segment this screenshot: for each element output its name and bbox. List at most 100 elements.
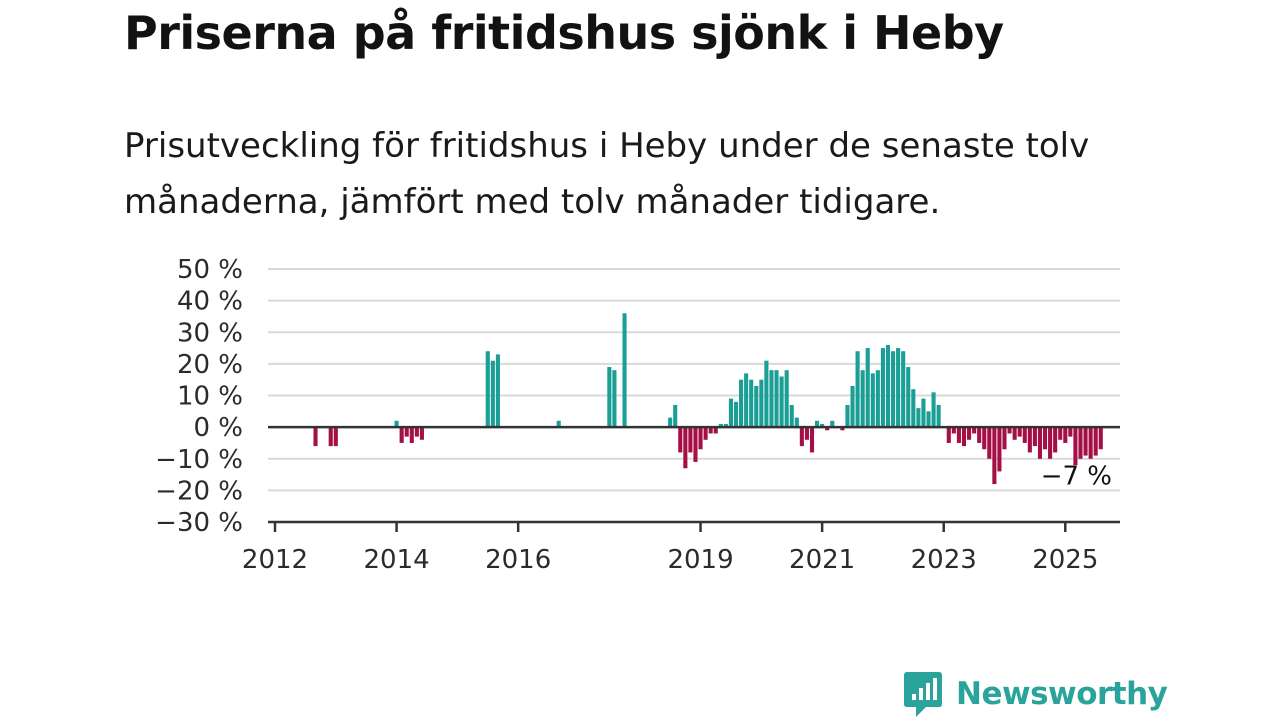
y-tick-label: 0 %: [193, 413, 243, 443]
bar: [404, 427, 409, 437]
bar: [728, 398, 733, 428]
bar: [718, 423, 723, 428]
y-tick-label: −10 %: [155, 445, 243, 475]
x-tick-label: 2016: [485, 545, 551, 575]
bar: [744, 373, 749, 428]
bar: [951, 427, 956, 434]
bar: [1002, 427, 1007, 450]
bar: [703, 427, 708, 440]
bar: [495, 354, 500, 428]
bar: [845, 404, 850, 428]
bar: [880, 348, 885, 428]
bar: [1098, 427, 1103, 450]
bar: [394, 420, 399, 428]
bar: [977, 427, 982, 443]
bar: [414, 427, 419, 437]
bar: [607, 367, 612, 428]
bars: [313, 313, 1103, 485]
brand-name: Newsworthy: [956, 676, 1168, 712]
bar: [708, 427, 713, 434]
bar: [926, 411, 931, 428]
bar: [1078, 427, 1083, 459]
bar: [668, 417, 673, 428]
bar: [855, 351, 860, 428]
bar: [698, 427, 703, 450]
end-value-label: −7 %: [1041, 461, 1112, 491]
bar: [784, 370, 789, 428]
bar: [1027, 427, 1032, 453]
x-tick-label: 2021: [789, 545, 855, 575]
bar: [769, 370, 774, 428]
bar: [774, 370, 779, 428]
bar: [870, 373, 875, 428]
bar: [820, 423, 825, 428]
bar: [759, 379, 764, 428]
bar: [916, 408, 921, 428]
bar: [1042, 427, 1048, 450]
bar: [850, 386, 855, 428]
bar: [799, 427, 804, 447]
bar: [678, 427, 683, 453]
bar: [1053, 427, 1058, 453]
y-tick-label: 40 %: [177, 287, 243, 317]
bar: [328, 427, 333, 447]
bar: [333, 427, 338, 447]
newsworthy-chart-logo-icon: [904, 672, 942, 717]
x-tick-label: 2023: [911, 545, 977, 575]
bar: [723, 423, 728, 428]
x-tick-label: 2012: [242, 545, 308, 575]
bar: [982, 427, 987, 450]
bar: [1022, 427, 1027, 443]
bar: [693, 427, 698, 462]
bar: [688, 427, 693, 453]
gridlines: [268, 268, 1120, 492]
bar: [779, 376, 784, 428]
bar: [754, 386, 759, 428]
bar: [556, 420, 561, 428]
bar: [911, 389, 916, 428]
bar: [683, 427, 688, 469]
bar: [1048, 427, 1053, 459]
y-tick-label: 10 %: [177, 382, 243, 412]
bar: [733, 401, 739, 428]
bar: [992, 427, 997, 485]
bar: [313, 427, 318, 447]
bar: [804, 427, 809, 440]
bar: [1063, 427, 1068, 443]
tick-labels: 50 %40 %30 %20 %10 %0 %−10 %−20 %−30 % 20…: [155, 255, 1112, 575]
bar: [860, 370, 865, 428]
bar: [946, 427, 951, 443]
bar: [921, 398, 926, 428]
x-tick-label: 2014: [363, 545, 429, 575]
bar: [399, 427, 404, 443]
bar: [885, 344, 891, 428]
bar: [865, 348, 870, 428]
bar: [673, 404, 678, 428]
bar: [931, 392, 936, 428]
bar: [815, 420, 820, 428]
y-tick-label: 20 %: [177, 350, 243, 380]
bar: [966, 427, 972, 440]
bar: [825, 427, 830, 431]
x-tick-label: 2019: [667, 545, 733, 575]
bar: [1007, 427, 1012, 434]
bar: [1083, 427, 1088, 456]
bar: [987, 427, 992, 459]
chart-subtitle: Prisutveckling för fritidshus i Heby und…: [124, 126, 1090, 222]
bar: [490, 360, 495, 428]
bar: [840, 427, 845, 431]
bar: [901, 351, 906, 428]
bar: [1032, 427, 1037, 447]
bar: [1093, 427, 1098, 456]
bar: [906, 367, 911, 428]
bar: [1073, 427, 1078, 466]
bar: [419, 427, 424, 440]
bar: [713, 427, 718, 434]
y-tick-label: 30 %: [177, 318, 243, 348]
bar: [789, 404, 794, 428]
bar: [1012, 427, 1017, 440]
bar: [891, 351, 896, 428]
bar: [961, 427, 967, 447]
bar: [485, 351, 490, 428]
y-tick-label: −20 %: [155, 476, 243, 506]
